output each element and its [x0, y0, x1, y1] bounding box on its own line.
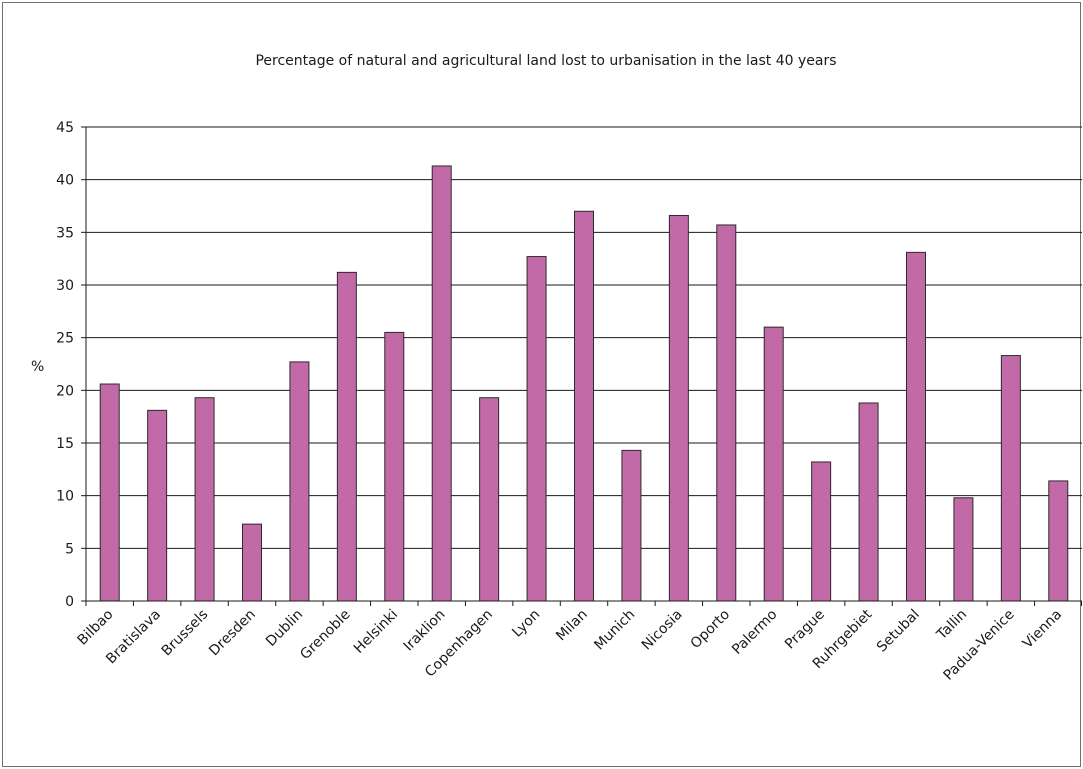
bar-tallin: [953, 497, 974, 602]
y-tick-label: 20: [56, 383, 74, 399]
bar-vienna: [1048, 480, 1069, 602]
bar-helsinki: [384, 331, 405, 602]
bar-prague: [811, 461, 832, 602]
bar-bratislava: [147, 409, 168, 602]
y-tick-label: 30: [56, 278, 74, 294]
bar-setubal: [906, 251, 926, 602]
bar-ruhrgebiet: [858, 402, 879, 602]
x-tick-label: Iraklion: [401, 607, 449, 655]
x-tick-label: Tallin: [933, 607, 970, 644]
y-tick-labels: 0 5 10 15 20 25 30 35 40 45: [56, 120, 74, 610]
x-tick-label: Prague: [782, 607, 828, 653]
bar-iraklion: [431, 165, 452, 602]
bar-nicosia: [668, 214, 689, 602]
bar-palermo: [763, 326, 784, 602]
x-tick-label: Grenoble: [297, 607, 353, 663]
y-tick-label: 15: [56, 436, 74, 452]
bar-dublin: [289, 361, 310, 602]
bar-bilbao: [99, 383, 120, 602]
y-tick-label: 40: [56, 173, 74, 189]
x-tick-label: Milan: [553, 607, 591, 645]
x-tick-label: Helsinki: [351, 607, 401, 657]
y-tick-label: 5: [65, 541, 74, 557]
x-tick-label: Palermo: [729, 607, 780, 658]
bar-oporto: [716, 224, 737, 602]
bar-dresden: [242, 523, 262, 602]
x-tick-label: Oporto: [688, 607, 733, 652]
chart-title: Percentage of natural and agricultural l…: [255, 53, 836, 69]
x-tick-label: Dresden: [206, 607, 259, 660]
x-tick-label: Nicosia: [639, 607, 686, 654]
x-tick-label: Bilbao: [75, 607, 117, 649]
y-tick-label: 10: [56, 489, 74, 505]
x-tick-label: Dublin: [263, 607, 306, 650]
bar-padua-venice: [1000, 355, 1021, 602]
y-axis-label: %: [31, 359, 44, 375]
x-tick-label: Munich: [591, 607, 638, 654]
y-tick-label: 45: [56, 120, 74, 136]
y-tick-label: 25: [56, 331, 74, 347]
bar-brussels: [194, 397, 215, 602]
y-tick-label: 0: [65, 594, 74, 610]
x-tick-label: Setubal: [874, 607, 923, 656]
x-tick-label: Brussels: [159, 607, 212, 660]
bar-milan: [574, 210, 594, 602]
bar-grenoble: [336, 271, 357, 602]
bar-munich: [621, 449, 642, 602]
x-tick-label: Vienna: [1020, 607, 1065, 652]
bars: [99, 165, 1069, 602]
axes: [85, 126, 1082, 602]
x-tick-label: Lyon: [509, 607, 543, 641]
bar-copenhagen: [479, 397, 500, 602]
y-tick-label: 35: [56, 225, 74, 241]
bar-chart: Percentage of natural and agricultural l…: [31, 53, 1082, 684]
bar-lyon: [526, 256, 547, 602]
